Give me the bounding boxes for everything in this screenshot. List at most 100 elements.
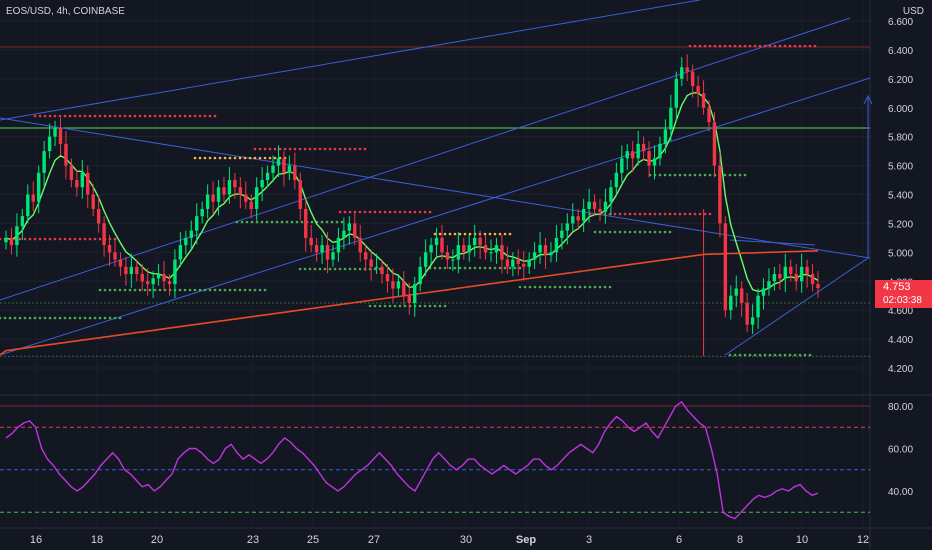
pivot-dot xyxy=(118,316,122,320)
candle-body xyxy=(276,158,281,166)
ma-fast-line xyxy=(5,92,819,293)
pivot-dot xyxy=(108,316,112,320)
pivot-dot xyxy=(68,237,72,241)
candle-body xyxy=(494,245,499,253)
pivot-dot xyxy=(803,353,807,357)
candle-body xyxy=(238,187,243,195)
candle-body xyxy=(151,278,155,285)
pivot-dot xyxy=(498,266,502,270)
price-tick-label: 5.000 xyxy=(888,248,913,259)
pivot-dot xyxy=(368,210,372,214)
pivot-dot xyxy=(663,230,667,234)
pivot-dot xyxy=(678,173,682,177)
candle-body xyxy=(195,216,199,231)
pivot-dot xyxy=(368,304,372,308)
date-tick-label: 30 xyxy=(460,534,472,546)
candle-body xyxy=(135,266,139,275)
pivot-dot xyxy=(133,288,137,292)
candle-body xyxy=(538,245,542,253)
pivot-dot xyxy=(538,285,542,289)
candle-body xyxy=(47,136,52,152)
candle-body xyxy=(298,180,302,209)
pivot-dot xyxy=(113,237,117,241)
pivot-dot xyxy=(423,210,427,214)
pivot-dot xyxy=(353,267,357,271)
pivot-dot xyxy=(188,288,192,292)
candle-body xyxy=(723,223,728,311)
pivot-dot xyxy=(43,114,47,118)
candle-body xyxy=(407,295,411,303)
pivot-dot xyxy=(338,210,342,214)
rsi-tick-label: 60.00 xyxy=(888,445,913,456)
pivot-dot xyxy=(260,220,264,224)
candle-body xyxy=(794,274,798,282)
pivot-dot xyxy=(743,44,747,48)
candle-body xyxy=(167,281,172,285)
pivot-dot xyxy=(330,220,334,224)
pivot-dot xyxy=(473,266,477,270)
candle-body xyxy=(309,237,313,246)
pivot-dot xyxy=(373,304,377,308)
candle-body xyxy=(576,216,580,221)
price-tick-label: 5.600 xyxy=(888,162,913,173)
date-tick-label: 20 xyxy=(151,534,163,546)
pivot-dot xyxy=(328,267,332,271)
pivot-dot xyxy=(798,44,802,48)
date-tick-label: 10 xyxy=(796,534,808,546)
pivot-dot xyxy=(443,304,447,308)
pivot-dot xyxy=(338,147,342,151)
pivot-dot xyxy=(128,114,132,118)
candle-body xyxy=(663,129,668,144)
candle-body xyxy=(810,274,815,285)
candle-body xyxy=(707,107,711,123)
candle-body xyxy=(543,245,548,256)
pivot-dot xyxy=(658,230,662,234)
candle-body xyxy=(314,245,319,253)
pivot-dot xyxy=(358,147,362,151)
candle-body xyxy=(789,266,793,275)
pivot-dot xyxy=(113,288,117,292)
pivot-dot xyxy=(398,304,402,308)
pivot-dot xyxy=(308,147,312,151)
candle-body xyxy=(696,86,700,94)
date-tick-label: 27 xyxy=(368,534,380,546)
candle-body xyxy=(391,281,395,289)
pivot-dot xyxy=(168,114,172,118)
candle-body xyxy=(581,208,586,221)
pivot-dot xyxy=(128,288,132,292)
pivot-dot xyxy=(293,147,297,151)
pivot-dot xyxy=(13,316,17,320)
pivot-dot xyxy=(543,285,547,289)
pivot-dot xyxy=(593,285,597,289)
pivot-dot xyxy=(773,353,777,357)
candle-body xyxy=(467,245,471,253)
pivot-dot xyxy=(103,288,107,292)
date-tick-label: 25 xyxy=(307,534,319,546)
pivot-dot xyxy=(340,220,344,224)
price-tick-label: 5.400 xyxy=(888,191,913,202)
pivot-dot xyxy=(638,230,642,234)
candle-body xyxy=(511,259,515,267)
price-tick-label: 5.200 xyxy=(888,219,913,230)
pivot-dot xyxy=(358,267,362,271)
candle-body xyxy=(385,274,390,282)
pivot-dot xyxy=(373,267,377,271)
pivot-dot xyxy=(158,114,162,118)
price-tick-label: 6.200 xyxy=(888,75,913,86)
pivot-dot xyxy=(573,285,577,289)
pivot-dot xyxy=(153,114,157,118)
candle-body xyxy=(750,317,755,325)
candle-body xyxy=(145,281,150,285)
pivot-dot xyxy=(343,267,347,271)
candle-body xyxy=(15,226,19,246)
currency-label: USD xyxy=(902,6,924,17)
pivot-dot xyxy=(763,44,767,48)
candle-body xyxy=(500,245,504,260)
pivot-dot xyxy=(320,220,324,224)
pivot-dot xyxy=(193,114,197,118)
pivot-dot xyxy=(223,288,227,292)
candle-body xyxy=(211,194,215,202)
rsi-panel xyxy=(0,400,870,520)
measure-arrow xyxy=(863,94,873,105)
